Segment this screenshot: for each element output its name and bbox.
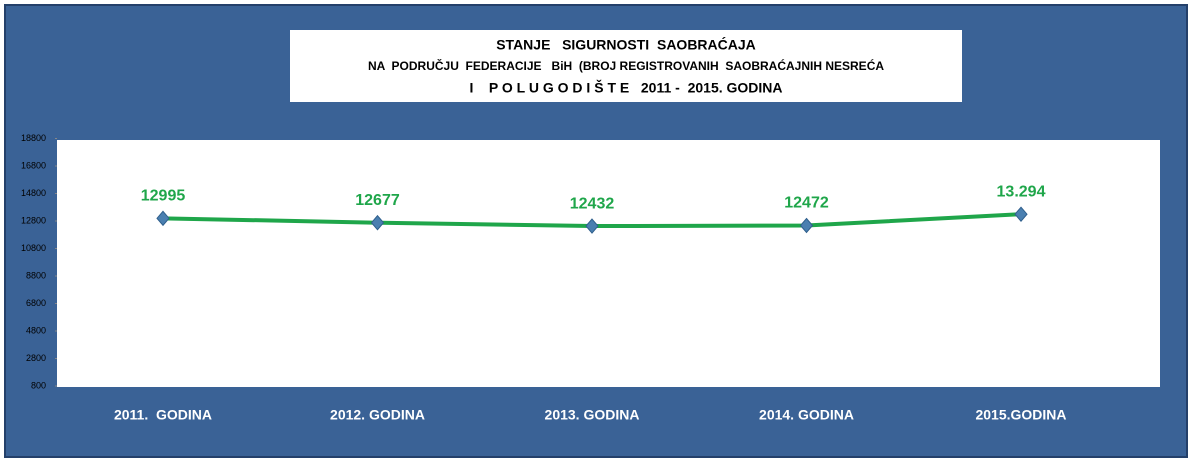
chart-title: STANJE SIGURNOSTI SAOBRAĆAJA xyxy=(496,36,756,53)
x-tick-label: 2013. GODINA xyxy=(545,407,640,423)
y-tick-label: 8800 xyxy=(26,270,46,280)
y-tick-label: 18800 xyxy=(21,133,46,143)
x-tick-label: 2014. GODINA xyxy=(759,407,854,423)
x-tick-label: 2011. GODINA xyxy=(114,407,212,423)
marker xyxy=(585,218,599,234)
y-tick-label: 14800 xyxy=(21,188,46,198)
y-tick-label: 10800 xyxy=(21,243,46,253)
title-box xyxy=(290,30,962,102)
data-label: 12995 xyxy=(141,188,186,205)
chart-title: NA PODRUČJU FEDERACIJE BiH (BROJ REGISTR… xyxy=(368,58,884,73)
y-tick-label: 6800 xyxy=(26,298,46,308)
data-label: 12677 xyxy=(355,192,400,209)
plot-area xyxy=(57,140,1160,387)
marker xyxy=(156,210,170,227)
data-label: 12472 xyxy=(784,195,829,212)
data-label: 13.294 xyxy=(997,183,1046,200)
marker xyxy=(370,214,385,231)
marker xyxy=(799,217,814,234)
y-tick-label: 16800 xyxy=(21,160,46,170)
x-tick-label: 2015.GODINA xyxy=(975,407,1066,423)
x-tick-label: 2012. GODINA xyxy=(330,407,425,423)
y-tick-label: 2800 xyxy=(26,353,46,363)
marker xyxy=(1014,206,1028,222)
y-tick-label: 4800 xyxy=(26,325,46,335)
data-label: 12432 xyxy=(570,195,615,212)
chart-title: I P O L U G O D I Š T E 2011 - 2015. GOD… xyxy=(469,79,782,96)
y-tick-label: 12800 xyxy=(21,215,46,225)
y-tick-label: 800 xyxy=(31,380,46,390)
